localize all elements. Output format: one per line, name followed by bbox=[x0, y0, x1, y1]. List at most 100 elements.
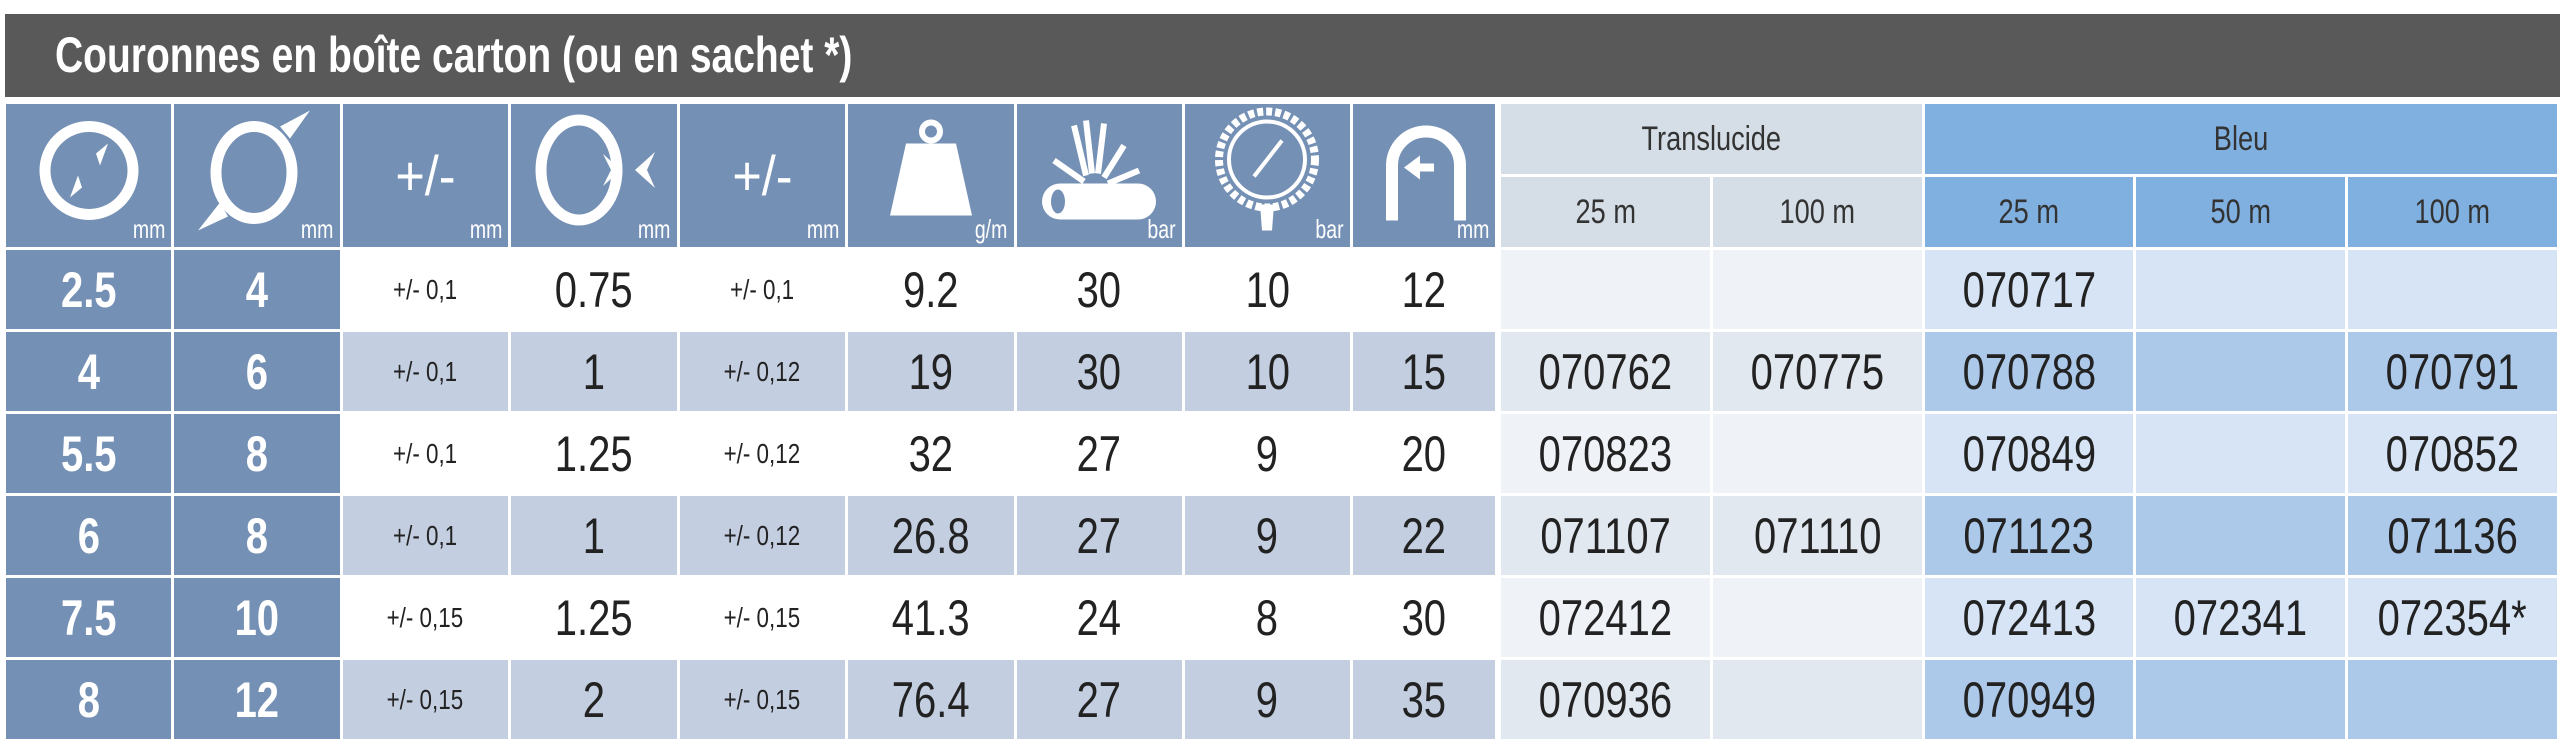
table-cell: +/- 0,15 bbox=[679, 660, 846, 739]
table-cell bbox=[2136, 660, 2346, 739]
cell-value: 8 bbox=[1256, 589, 1279, 646]
table-cell: 22 bbox=[1352, 496, 1496, 575]
table-cell: 6 bbox=[174, 332, 340, 411]
cell-value: 30 bbox=[1401, 589, 1447, 646]
table-cell bbox=[1712, 250, 1922, 329]
table-cell: 27 bbox=[1016, 660, 1182, 739]
cell-value: 27 bbox=[1076, 671, 1122, 728]
table-cell: +/- 0,1 bbox=[679, 250, 846, 329]
table-cell: 27 bbox=[1016, 414, 1182, 493]
table-cell: 1 bbox=[511, 496, 677, 575]
cell-value: 070775 bbox=[1750, 343, 1885, 400]
cell-value: 27 bbox=[1076, 507, 1122, 564]
table-cell: 30 bbox=[1352, 578, 1496, 657]
cell-value: 9 bbox=[1256, 425, 1279, 482]
cell-value: 35 bbox=[1401, 671, 1447, 728]
table-cell: 8 bbox=[1184, 578, 1350, 657]
group-translucide: Translucide bbox=[1501, 104, 1922, 174]
header-working-pressure: bar bbox=[1184, 104, 1350, 247]
cell-value: 1.25 bbox=[554, 425, 633, 482]
inner-diameter-icon bbox=[39, 120, 139, 220]
cell-value: 070852 bbox=[2385, 425, 2520, 482]
table-cell: 8 bbox=[174, 496, 340, 575]
table-cell: 070775 bbox=[1712, 332, 1922, 411]
cell-value: +/- 0,15 bbox=[386, 601, 464, 633]
table-cell bbox=[2136, 496, 2346, 575]
length-header: 100 m bbox=[1712, 177, 1922, 247]
table-cell: 32 bbox=[848, 414, 1014, 493]
table-cell: 070788 bbox=[1924, 332, 2134, 411]
table-cell: 1.25 bbox=[511, 578, 677, 657]
cell-value: +/- 0,1 bbox=[393, 355, 458, 387]
cell-value: 9.2 bbox=[902, 261, 959, 318]
cell-value: +/- 0,1 bbox=[393, 437, 458, 469]
header-tolerance-wall: +/- mm bbox=[679, 104, 846, 247]
cell-value: 32 bbox=[908, 425, 954, 482]
cell-value: +/- 0,1 bbox=[393, 273, 458, 305]
cell-value: 072354* bbox=[2377, 589, 2528, 646]
cell-value: 070823 bbox=[1538, 425, 1673, 482]
table-cell: 9.2 bbox=[848, 250, 1014, 329]
cell-value: 4 bbox=[245, 261, 269, 318]
cell-value: 071136 bbox=[2387, 507, 2518, 564]
header-bend-radius: mm bbox=[1352, 104, 1496, 247]
cell-value: +/- 0,1 bbox=[393, 519, 458, 551]
table-row: 8 12 +/- 0,15 2 +/- 0,15 76.4 27 9 35 070936 07094… bbox=[6, 660, 2557, 739]
table-cell: 070849 bbox=[1924, 414, 2134, 493]
cell-value: +/- 0,15 bbox=[723, 683, 801, 715]
table-title-bar: Couronnes en boîte carton (ou en sachet … bbox=[5, 14, 2560, 97]
length-header: 100 m bbox=[2348, 177, 2557, 247]
table-cell: 6 bbox=[6, 496, 172, 575]
table-cell: 41.3 bbox=[848, 578, 1014, 657]
cell-value: +/- 0,1 bbox=[730, 273, 795, 305]
table-cell: 20 bbox=[1352, 414, 1496, 493]
burst-pressure-icon bbox=[1042, 119, 1157, 219]
length-header: 25 m bbox=[1924, 177, 2134, 247]
table-cell bbox=[1712, 578, 1922, 657]
table-row: 6 8 +/- 0,1 1 +/- 0,12 26.8 27 9 22 071107 071110 0… bbox=[6, 496, 2557, 575]
table-cell: 35 bbox=[1352, 660, 1496, 739]
cell-value: 19 bbox=[908, 343, 954, 400]
table-cell: 4 bbox=[174, 250, 340, 329]
table-cell: 071123 bbox=[1924, 496, 2134, 575]
table-cell: +/- 0,12 bbox=[679, 496, 846, 575]
table-cell bbox=[2136, 250, 2346, 329]
table-cell: 27 bbox=[1016, 496, 1182, 575]
header-weight: g/m bbox=[848, 104, 1014, 247]
cell-value: 9 bbox=[1256, 507, 1279, 564]
table-cell: 9 bbox=[1184, 414, 1350, 493]
cell-value: 5.5 bbox=[60, 425, 117, 482]
table-cell: 9 bbox=[1184, 660, 1350, 739]
table-cell: +/- 0,12 bbox=[679, 332, 846, 411]
table-cell: 070717 bbox=[1924, 250, 2134, 329]
group-bleu: Bleu bbox=[1924, 104, 2557, 174]
table-row: 2.5 4 +/- 0,1 0.75 +/- 0,1 9.2 30 10 12 070717 bbox=[6, 250, 2557, 329]
cell-value: +/- 0,12 bbox=[723, 437, 801, 469]
table-cell: 30 bbox=[1016, 332, 1182, 411]
table-cell: 12 bbox=[174, 660, 340, 739]
cell-value: 070849 bbox=[1962, 425, 2096, 482]
table-cell: 071107 bbox=[1501, 496, 1710, 575]
cell-value: 070936 bbox=[1538, 671, 1673, 728]
outer-diameter-icon bbox=[197, 110, 310, 230]
table-cell: 30 bbox=[1016, 250, 1182, 329]
table-cell: 070791 bbox=[2348, 332, 2557, 411]
wall-thickness-icon bbox=[535, 114, 655, 225]
table-cell: 26.8 bbox=[848, 496, 1014, 575]
cell-value: 27 bbox=[1076, 425, 1122, 482]
table-cell: +/- 0,15 bbox=[342, 660, 509, 739]
cell-value: 070717 bbox=[1962, 261, 2096, 318]
cell-value: 8 bbox=[245, 507, 269, 564]
table-cell: 24 bbox=[1016, 578, 1182, 657]
table-cell: 10 bbox=[174, 578, 340, 657]
cell-value: 6 bbox=[245, 343, 269, 400]
table-row: 5.5 8 +/- 0,1 1.25 +/- 0,12 32 27 9 20 070823 0708… bbox=[6, 414, 2557, 493]
bend-radius-icon bbox=[1386, 125, 1467, 220]
header-wall-thickness: mm bbox=[511, 104, 677, 247]
table-cell: 4 bbox=[6, 332, 172, 411]
cell-value: 20 bbox=[1401, 425, 1447, 482]
table-cell: 9 bbox=[1184, 496, 1350, 575]
pressure-gauge-icon bbox=[1215, 107, 1320, 230]
table-cell: 070936 bbox=[1501, 660, 1710, 739]
table-cell: +/- 0,15 bbox=[679, 578, 846, 657]
